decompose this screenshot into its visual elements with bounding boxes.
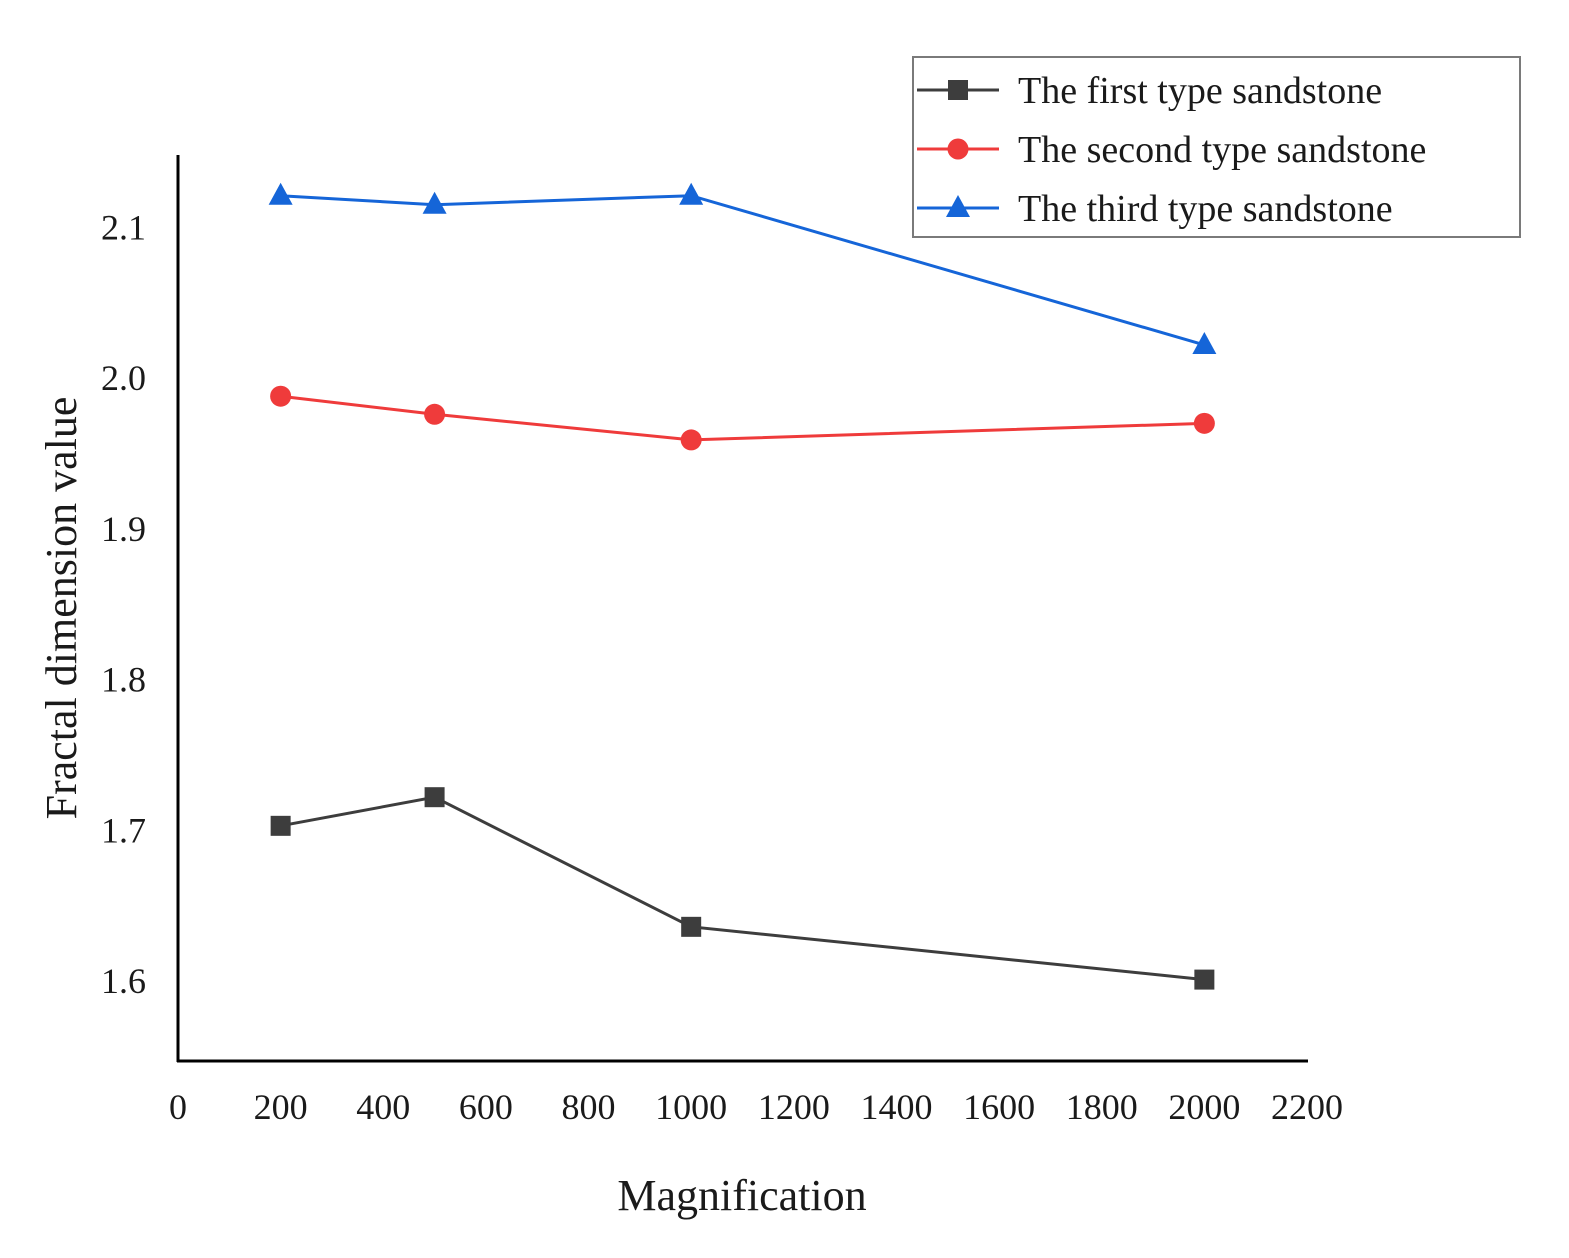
x-tick-label: 1800 <box>1066 1087 1138 1127</box>
data-point <box>681 916 702 937</box>
x-tick-label: 2200 <box>1271 1087 1343 1127</box>
legend-label: The second type sandstone <box>1018 129 1426 171</box>
y-axis-title: Fractal dimension value <box>37 397 86 820</box>
legend-entry: The first type sandstone <box>917 70 1382 112</box>
legend-entry: The second type sandstone <box>917 129 1426 171</box>
x-tick-label: 200 <box>254 1087 308 1127</box>
x-tick-label: 1000 <box>655 1087 727 1127</box>
legend-label: The third type sandstone <box>1018 188 1393 230</box>
data-point <box>270 385 292 407</box>
y-tick-label: 1.8 <box>101 660 146 700</box>
series-3 <box>268 182 1217 354</box>
data-point <box>424 403 446 425</box>
axes <box>176 155 1308 1063</box>
y-tick-labels: 1.6 1.7 1.8 1.9 2.0 2.1 <box>101 207 146 1001</box>
data-point <box>1193 412 1215 434</box>
series-2 <box>270 385 1215 451</box>
data-point <box>1192 331 1217 354</box>
legend: The first type sandstone The second type … <box>912 56 1521 238</box>
data-point <box>422 191 447 214</box>
x-tick-labels: 0 200 400 600 800 1000 1200 1400 1600 1800 2000 220… <box>169 1087 1343 1127</box>
x-axis-title: Magnification <box>617 1171 866 1220</box>
series-1 <box>270 787 1215 990</box>
y-tick-label: 2.1 <box>101 207 146 247</box>
x-tick-label: 1400 <box>860 1087 932 1127</box>
series-line <box>280 194 1205 347</box>
legend-marker <box>946 195 970 217</box>
x-tick-label: 0 <box>169 1087 187 1127</box>
y-tick-label: 2.0 <box>101 358 146 398</box>
x-tick-label: 400 <box>356 1087 410 1127</box>
legend-box <box>912 56 1521 238</box>
x-tick-label: 1200 <box>758 1087 830 1127</box>
x-tick-label: 2000 <box>1168 1087 1240 1127</box>
legend-entry: The third type sandstone <box>917 188 1393 230</box>
x-tick-label: 800 <box>562 1087 616 1127</box>
data-point <box>1194 969 1215 990</box>
y-tick-label: 1.7 <box>101 810 146 850</box>
data-point <box>270 815 291 836</box>
y-tick-label: 1.9 <box>101 509 146 549</box>
data-point <box>268 182 293 205</box>
legend-marker <box>948 80 968 100</box>
x-tick-label: 600 <box>459 1087 513 1127</box>
series-line <box>280 795 1205 982</box>
legend-label: The first type sandstone <box>1018 70 1382 112</box>
x-tick-label: 1600 <box>963 1087 1035 1127</box>
y-tick-label: 1.6 <box>101 961 146 1001</box>
data-point <box>680 429 702 451</box>
series-line <box>280 394 1205 442</box>
data-point <box>679 182 704 205</box>
series-layer <box>268 182 1217 990</box>
legend-marker <box>947 138 969 160</box>
data-point <box>424 787 445 808</box>
